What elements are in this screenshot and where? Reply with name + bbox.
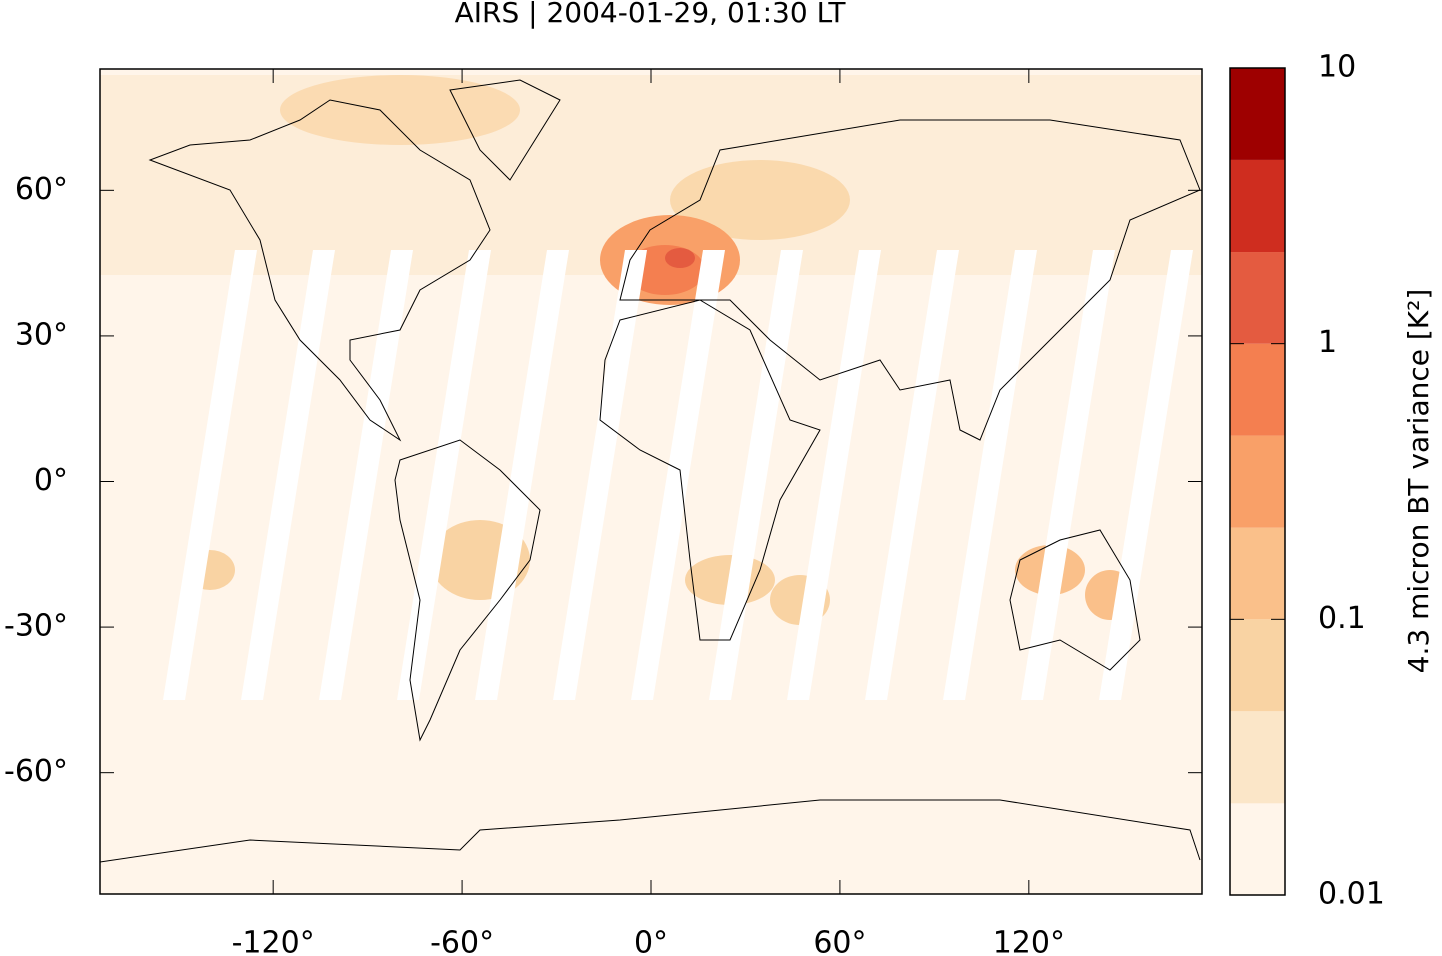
colorbar-label: 4.3 micron BT variance [K²] xyxy=(1402,289,1435,674)
swath-gap xyxy=(163,250,257,700)
swath-gap xyxy=(397,250,491,700)
colorbar-band xyxy=(1230,711,1285,804)
coastline xyxy=(599,299,821,641)
swath-gap xyxy=(1099,250,1193,700)
swath-gap xyxy=(475,250,569,700)
x-tick-label: -120° xyxy=(232,926,315,956)
blob xyxy=(670,160,850,240)
swath-gap xyxy=(553,250,647,700)
colorbar-band xyxy=(1230,435,1285,528)
colorbar-tick-label: 1 xyxy=(1318,325,1337,360)
coastlines xyxy=(99,79,1201,863)
y-tick-label: 60° xyxy=(15,172,68,207)
y-tick-label: 0° xyxy=(34,463,68,498)
swath-gap xyxy=(865,250,959,700)
variance-field xyxy=(100,75,1202,625)
colorbar-band xyxy=(1230,619,1285,712)
swath-gap xyxy=(319,250,413,700)
swath-gap xyxy=(631,250,725,700)
swath-gaps xyxy=(163,250,1193,700)
blob xyxy=(280,75,520,145)
colorbar-tick-label: 0.01 xyxy=(1318,877,1385,912)
colorbar-tick-label: 10 xyxy=(1318,50,1356,85)
colorbar-band xyxy=(1230,343,1285,436)
colorbar-band xyxy=(1230,159,1285,253)
y-tick-label: 30° xyxy=(15,317,68,352)
x-tick-label: 60° xyxy=(813,926,866,956)
colorbar-band xyxy=(1230,252,1285,344)
colorbar-frame xyxy=(1229,67,1286,896)
chart-title: AIRS | 2004-01-29, 01:30 LT xyxy=(455,0,847,29)
swath-gap xyxy=(943,250,1037,700)
coastline xyxy=(394,439,541,742)
swath-gap xyxy=(1021,250,1115,700)
y-tick-label: -30° xyxy=(4,609,68,644)
colorbar-band xyxy=(1230,527,1285,620)
blob xyxy=(665,248,695,268)
x-tick-label: -60° xyxy=(430,926,494,956)
x-tick-label: 120° xyxy=(993,926,1065,956)
colorbar-band xyxy=(1230,803,1285,895)
y-tick-label: -60° xyxy=(4,754,68,789)
coastline xyxy=(619,119,1201,441)
coastline xyxy=(1009,529,1141,671)
coastline xyxy=(449,79,561,181)
swath-gap xyxy=(241,250,335,700)
x-tick-label: 0° xyxy=(634,926,668,956)
swath-gap xyxy=(787,250,881,700)
colorbar-tick-label: 0.1 xyxy=(1318,601,1366,636)
coastline xyxy=(148,99,491,442)
colorbar-band xyxy=(1230,68,1285,160)
coastline xyxy=(99,799,1201,863)
swath-gap xyxy=(709,250,803,700)
